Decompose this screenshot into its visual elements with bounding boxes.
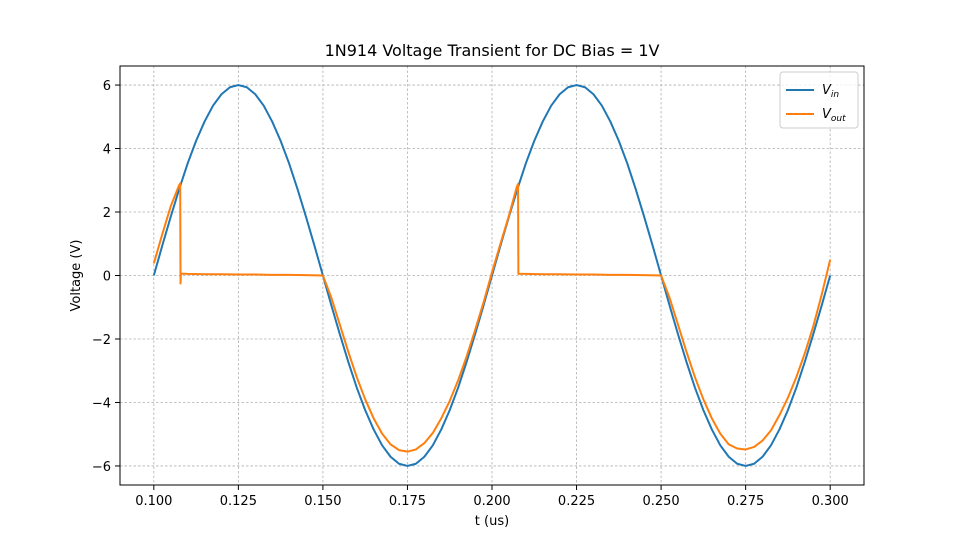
y-tick-label: 0	[103, 270, 111, 285]
x-tick-label: 0.100	[135, 494, 172, 509]
x-tick-label: 0.300	[812, 494, 849, 509]
x-tick-label: 0.225	[558, 494, 595, 509]
legend-label-vout-base: V	[822, 107, 832, 122]
x-axis-label: t (us)	[475, 514, 509, 529]
y-tick-label: −2	[92, 333, 111, 348]
legend: Vin Vout	[779, 71, 859, 129]
y-tick-label: 4	[103, 143, 111, 158]
legend-label-vin-base: V	[822, 83, 832, 98]
series-layer	[152, 84, 832, 467]
x-tick-label: 0.125	[220, 494, 257, 509]
legend-label-vout: Vout	[822, 107, 846, 124]
series-line-vout	[152, 182, 832, 453]
chart-title: 1N914 Voltage Transient for DC Bias = 1V	[325, 41, 660, 60]
x-tick-label: 0.275	[727, 494, 764, 509]
tick-layer: 0.100 0.125 0.150 0.175 0.200 0.225 0.250 0.275…	[92, 79, 849, 509]
y-axis-label: Voltage (V)	[69, 240, 84, 312]
y-tick-label: −6	[92, 460, 111, 475]
x-tick-label: 0.175	[389, 494, 426, 509]
x-tick-label: 0.150	[304, 494, 341, 509]
legend-box	[779, 71, 859, 129]
legend-label-vout-sub: out	[831, 114, 846, 124]
y-tick-label: −4	[92, 396, 111, 411]
x-tick-label: 0.250	[642, 494, 679, 509]
y-tick-label: 6	[103, 79, 111, 94]
legend-label-vin-sub: in	[831, 90, 840, 100]
x-tick-label: 0.200	[473, 494, 510, 509]
y-tick-label: 2	[103, 206, 111, 221]
legend-label-vin: Vin	[822, 83, 839, 100]
